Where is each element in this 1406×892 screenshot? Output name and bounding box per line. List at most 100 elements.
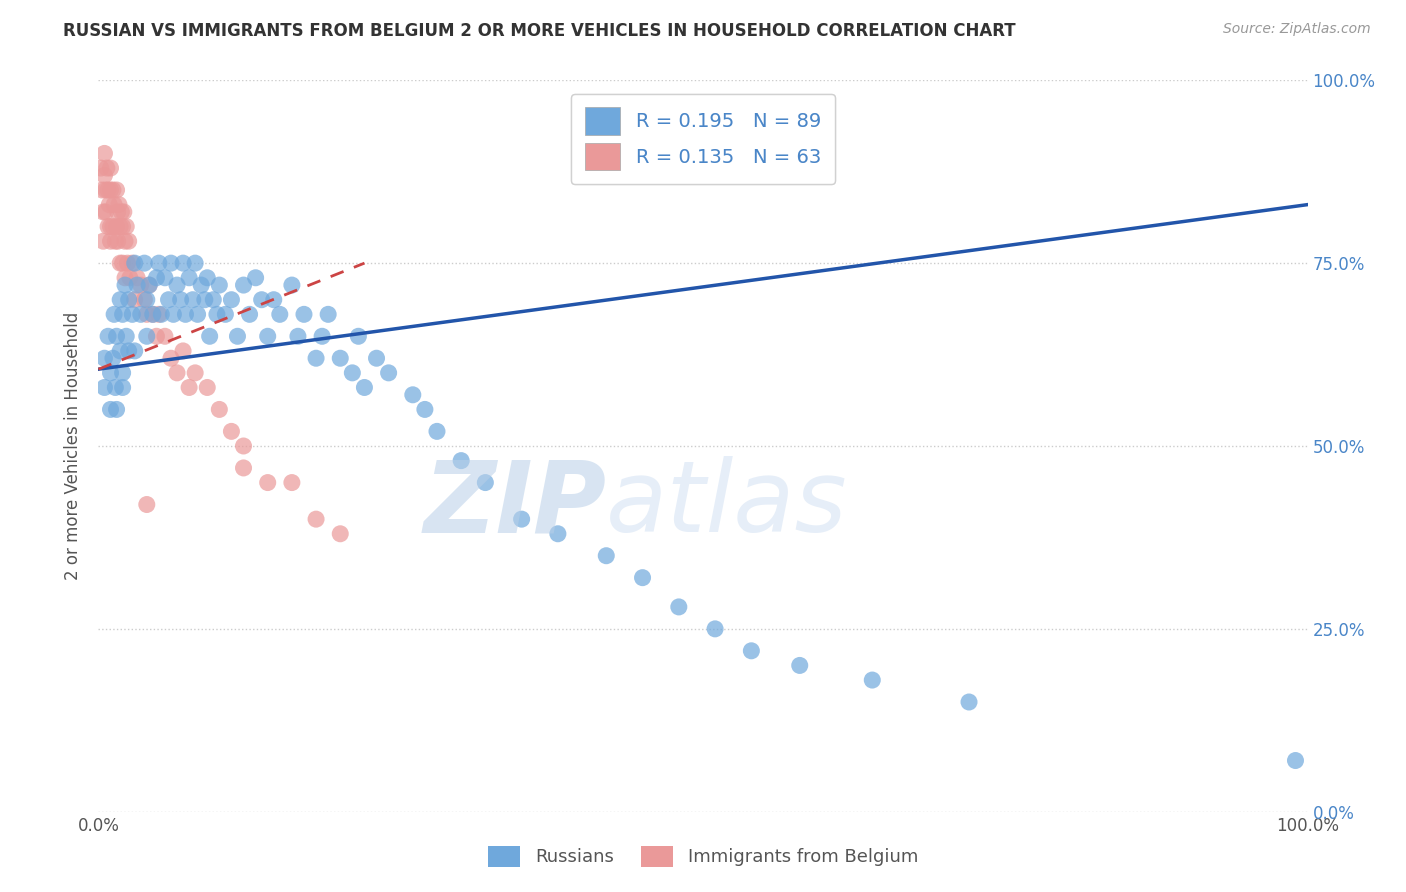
Point [281,475,304,490]
Point [226,329,249,343]
Point [148,307,170,321]
Point [860,673,883,687]
Point [195,380,218,394]
Y-axis label: 2 or more Vehicles in Household: 2 or more Vehicles in Household [65,312,83,580]
Text: RUSSIAN VS IMMIGRANTS FROM BELGIUM 2 OR MORE VEHICLES IN HOUSEHOLD CORRELATION C: RUSSIAN VS IMMIGRANTS FROM BELGIUM 2 OR … [63,22,1017,40]
Point [239,307,262,321]
Point [100,161,122,175]
Point [160,351,183,366]
Point [115,329,138,343]
Point [98,197,121,211]
Point [245,270,267,285]
Point [179,380,201,394]
Point [426,425,449,439]
Point [142,307,165,321]
Point [232,278,254,293]
Point [377,366,399,380]
Point [114,278,136,293]
Point [190,278,212,293]
Point [111,380,134,394]
Point [208,278,231,293]
Point [108,343,131,358]
Point [104,380,127,394]
Point [121,307,143,321]
Point [157,293,180,307]
Point [117,256,139,270]
Point [269,307,291,321]
Point [101,219,124,234]
Point [90,161,112,175]
Point [96,161,118,175]
Point [112,205,135,219]
Point [256,329,278,343]
Text: Source: ZipAtlas.com: Source: ZipAtlas.com [1223,22,1371,37]
Point [631,571,654,585]
Point [205,307,228,321]
Point [547,526,569,541]
Point [704,622,727,636]
Point [174,307,197,321]
Point [169,293,191,307]
Point [111,307,134,321]
Point [118,343,141,358]
Point [108,197,131,211]
Point [114,234,136,248]
Point [153,270,176,285]
Point [107,234,129,248]
Point [153,329,176,343]
Point [208,402,231,417]
Point [94,183,117,197]
Point [305,351,328,366]
Point [129,307,152,321]
Point [316,307,339,321]
Point [135,329,157,343]
Point [97,219,120,234]
Legend: Russians, Immigrants from Belgium: Russians, Immigrants from Belgium [481,838,925,874]
Point [93,380,115,394]
Point [353,380,375,394]
Point [101,183,124,197]
Point [114,270,136,285]
Point [305,512,328,526]
Point [107,205,129,219]
Point [111,219,134,234]
Point [150,307,173,321]
Point [91,234,114,248]
Point [232,461,254,475]
Point [668,599,690,614]
Point [166,366,188,380]
Point [108,293,131,307]
Point [187,307,209,321]
Point [232,439,254,453]
Point [250,293,273,307]
Point [105,183,128,197]
Point [100,183,122,197]
Legend: R = 0.195   N = 89, R = 0.135   N = 63: R = 0.195 N = 89, R = 0.135 N = 63 [571,94,835,184]
Point [127,270,149,285]
Point [105,329,128,343]
Point [221,425,243,439]
Point [91,205,114,219]
Point [138,278,160,293]
Point [957,695,980,709]
Point [329,351,352,366]
Point [510,512,533,526]
Point [124,293,146,307]
Point [100,402,122,417]
Point [172,343,194,358]
Point [93,169,115,183]
Point [342,366,364,380]
Point [145,270,167,285]
Text: atlas: atlas [606,456,848,553]
Point [179,270,201,285]
Point [121,256,143,270]
Point [347,329,370,343]
Point [118,293,141,307]
Point [221,293,243,307]
Point [311,329,333,343]
Point [134,256,156,270]
Point [93,146,115,161]
Point [413,402,436,417]
Point [111,366,134,380]
Point [101,351,124,366]
